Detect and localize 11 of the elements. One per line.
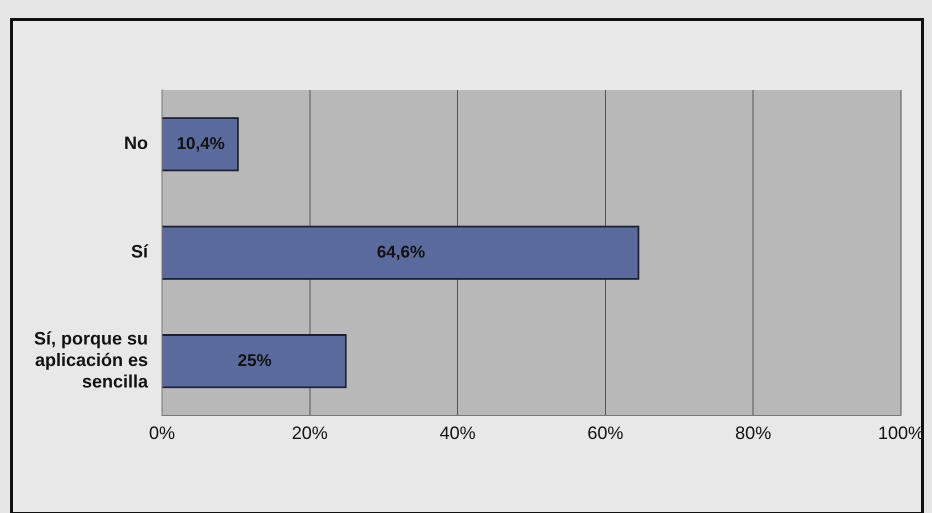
data-label: 10,4% xyxy=(176,134,225,153)
y-tick-label: No xyxy=(124,133,148,154)
x-tick-label: 80% xyxy=(735,423,772,444)
x-tick-label: 20% xyxy=(292,423,328,444)
x-tick-label: 60% xyxy=(587,423,624,444)
data-label: 25% xyxy=(238,350,272,370)
y-tick-label: Sí, porque su aplicación es sencilla xyxy=(34,328,149,392)
x-tick-label: 0% xyxy=(149,423,176,444)
data-label: 64,6% xyxy=(376,242,426,262)
y-tick-label: Sí xyxy=(130,242,149,262)
x-tick-label: 40% xyxy=(440,423,476,444)
